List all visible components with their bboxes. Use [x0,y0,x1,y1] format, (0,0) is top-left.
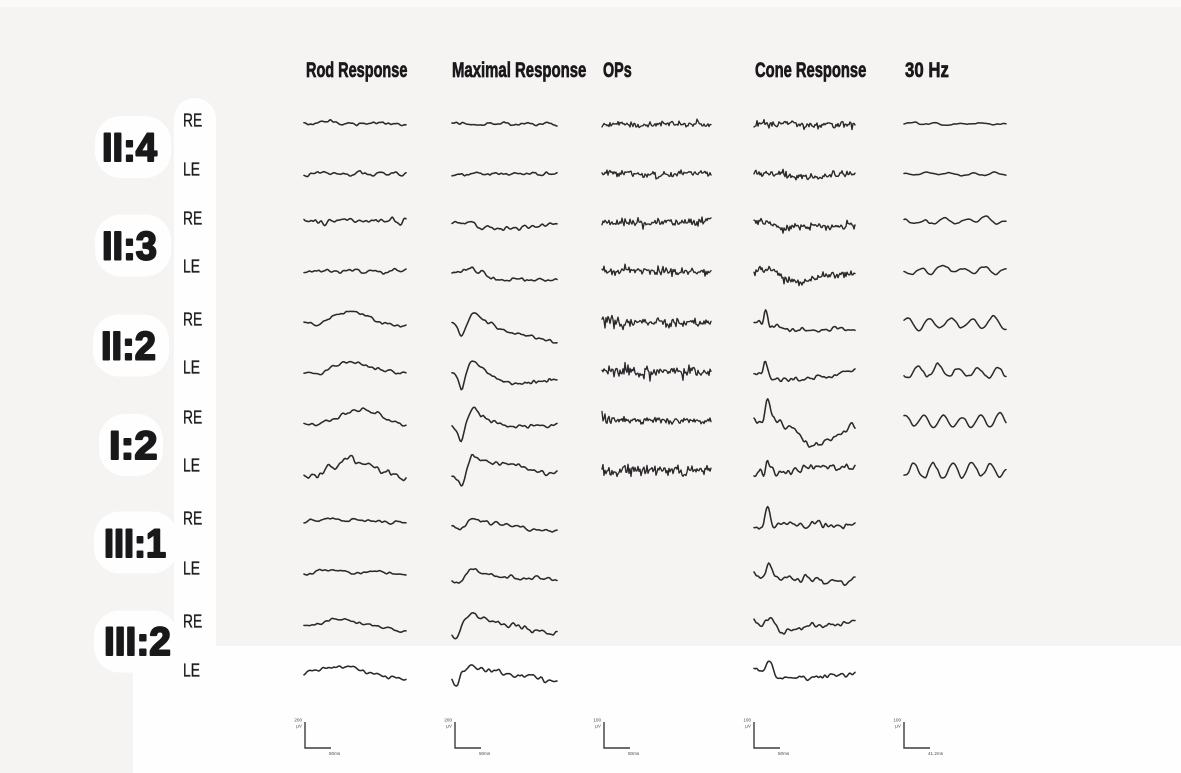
svg-text:RE: RE [183,408,202,428]
svg-text:50ms: 50ms [329,751,341,756]
svg-text:100: 100 [893,718,901,723]
svg-text:II:3: II:3 [102,225,157,269]
svg-text:Rod Response: Rod Response [306,58,407,81]
svg-text:RE: RE [183,310,202,330]
svg-text:RE: RE [183,509,202,529]
svg-text:Cone Response: Cone Response [755,58,866,81]
svg-text:LE: LE [183,160,200,180]
svg-text:LE: LE [183,456,200,476]
svg-text:50ms: 50ms [628,751,640,756]
svg-text:30 Hz: 30 Hz [905,59,949,82]
svg-text:II:4: II:4 [102,126,157,170]
svg-text:Maximal Response: Maximal Response [452,59,586,82]
svg-text:µV: µV [745,724,752,729]
svg-text:µV: µV [446,724,453,729]
svg-text:RE: RE [183,111,202,131]
svg-text:RE: RE [183,209,202,229]
svg-text:LE: LE [183,358,200,378]
svg-text:41.2ms: 41.2ms [928,751,944,756]
svg-text:III:1: III:1 [104,522,166,566]
svg-text:I:2: I:2 [109,423,158,468]
svg-text:50ms: 50ms [479,751,491,756]
svg-text:100: 100 [743,718,751,723]
svg-text:100: 100 [593,718,601,723]
svg-text:50ms: 50ms [778,751,790,756]
svg-text:RE: RE [183,612,202,632]
svg-text:µV: µV [895,724,902,729]
svg-text:200: 200 [294,718,302,723]
svg-text:200: 200 [444,718,452,723]
svg-text:µV: µV [595,724,602,729]
svg-text:II:2: II:2 [101,325,156,369]
svg-text:LE: LE [183,257,200,277]
svg-text:LE: LE [183,559,200,579]
svg-text:OPs: OPs [603,58,632,81]
svg-text:µV: µV [296,724,303,729]
svg-text:III:2: III:2 [104,619,171,664]
svg-text:LE: LE [183,661,200,681]
